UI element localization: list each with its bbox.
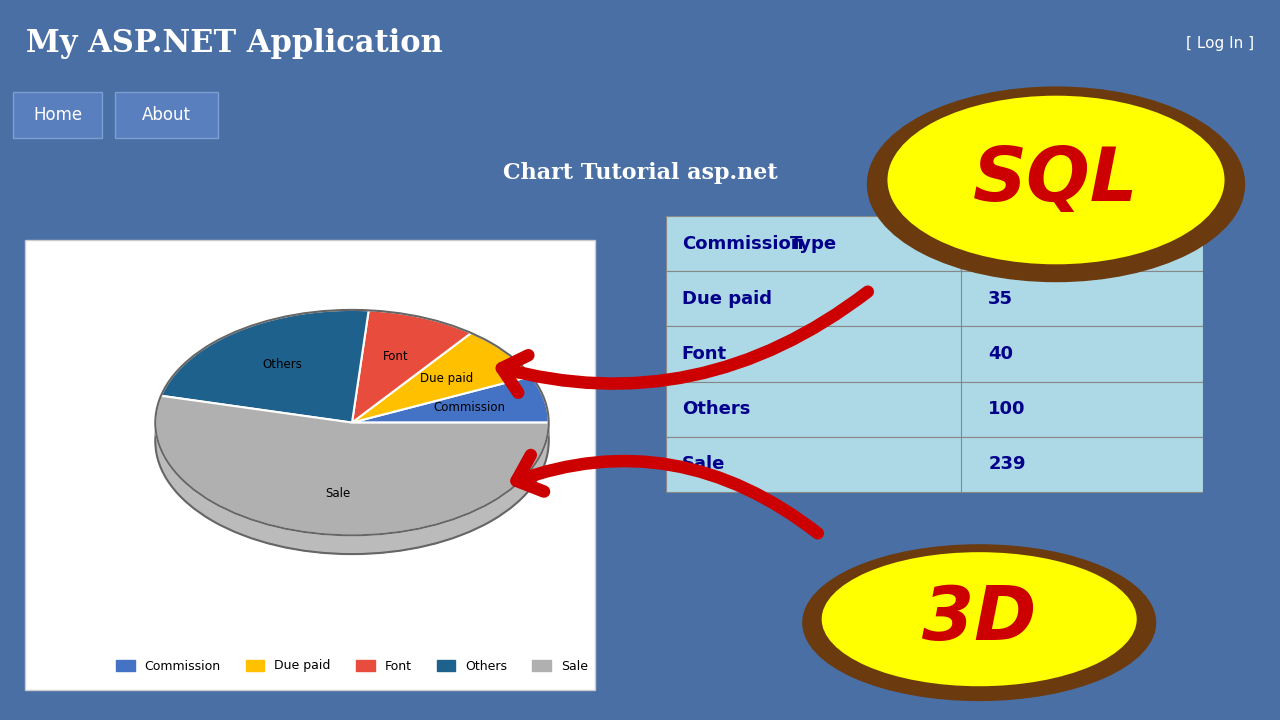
Text: 30: 30 [988,235,1014,253]
FancyBboxPatch shape [666,382,1203,437]
Text: Home: Home [33,107,82,124]
FancyBboxPatch shape [13,92,102,138]
Text: Commission: Commission [434,401,506,414]
Polygon shape [352,376,549,423]
FancyBboxPatch shape [666,271,1203,326]
FancyBboxPatch shape [666,216,1203,271]
Text: Due paid: Due paid [420,372,472,384]
Text: Chart Tutorial asp.net: Chart Tutorial asp.net [503,162,777,184]
Text: Due paid: Due paid [682,290,772,308]
Text: About: About [142,107,191,124]
Text: 100: 100 [988,400,1025,418]
Polygon shape [352,310,471,423]
Text: Font: Font [383,349,408,362]
FancyBboxPatch shape [666,216,1203,271]
Ellipse shape [868,87,1244,282]
Text: Sale: Sale [682,456,724,474]
Polygon shape [155,396,549,535]
Text: 239: 239 [988,456,1025,474]
Text: Font: Font [682,345,727,363]
FancyBboxPatch shape [26,240,595,690]
Ellipse shape [803,545,1156,701]
Text: Others: Others [262,358,302,371]
FancyArrowPatch shape [517,455,818,534]
Text: [ Log In ]: [ Log In ] [1187,36,1254,50]
Text: Others: Others [682,400,750,418]
FancyBboxPatch shape [666,326,1203,382]
Text: 35: 35 [988,290,1014,308]
Ellipse shape [819,550,1139,688]
FancyArrowPatch shape [502,292,868,393]
Text: TotAmount: TotAmount [1028,235,1137,253]
FancyBboxPatch shape [666,437,1203,492]
Text: Type: Type [790,235,837,253]
Text: 3D: 3D [922,582,1037,656]
FancyBboxPatch shape [115,92,218,138]
Polygon shape [352,333,531,423]
Text: SQL: SQL [973,143,1139,217]
Legend: Commission, Due paid, Font, Others, Sale: Commission, Due paid, Font, Others, Sale [111,654,593,678]
Text: Sale: Sale [325,487,351,500]
Text: My ASP.NET Application: My ASP.NET Application [26,27,443,59]
Polygon shape [155,423,549,554]
Polygon shape [161,310,369,423]
Text: Commission: Commission [682,235,804,253]
Text: 40: 40 [988,345,1014,363]
Ellipse shape [886,94,1226,266]
